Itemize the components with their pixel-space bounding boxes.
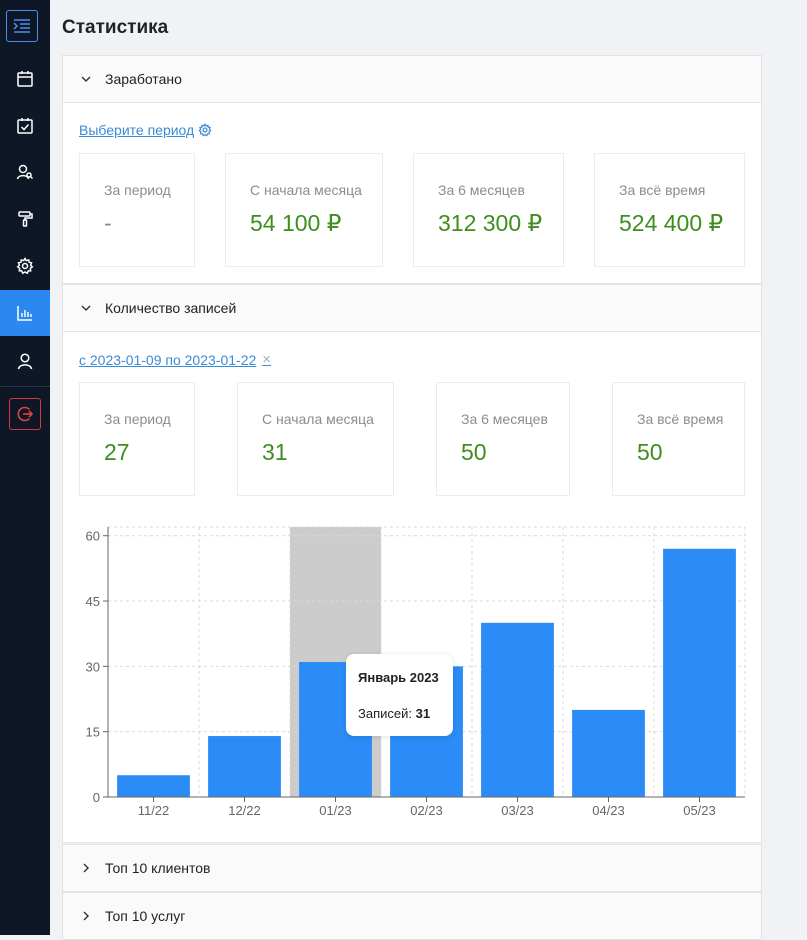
bar-chart-icon xyxy=(17,306,32,321)
stat-label: За период xyxy=(104,182,171,198)
sidebar xyxy=(0,0,50,935)
menu-toggle-button[interactable] xyxy=(6,10,38,42)
sidebar-item-appointments[interactable] xyxy=(0,103,50,149)
stat-value: 31 xyxy=(262,439,288,465)
stat-label: За период xyxy=(104,411,171,427)
main-content: Статистика Заработано Выберите период За… xyxy=(50,0,807,940)
chart-x-tick-label: 05/23 xyxy=(683,803,716,818)
panel-header-records[interactable]: Количество записей xyxy=(62,284,762,332)
chart-bar xyxy=(663,548,736,797)
tooltip-title: Январь 2023 xyxy=(358,670,439,685)
chart-y-tick-label: 45 xyxy=(86,594,100,609)
sidebar-item-calendar[interactable] xyxy=(0,56,50,102)
date-range-link[interactable]: с 2023-01-09 по 2023-01-22 × xyxy=(79,351,271,368)
chart-x-tick-label: 04/23 xyxy=(592,803,625,818)
stat-label: За 6 месяцев xyxy=(438,182,525,198)
stat-label: За всё время xyxy=(637,411,724,427)
tooltip-line: Записей: 31 xyxy=(358,706,430,721)
calendar-icon xyxy=(17,71,33,87)
panel-title: Количество записей xyxy=(105,300,237,316)
sidebar-item-profile[interactable] xyxy=(0,338,50,384)
records-bar-chart: 0 15 30 45 60 11/22 12/22 01/23 02/23 03/23 04/23 0… xyxy=(86,526,746,818)
select-period-link[interactable]: Выберите период xyxy=(79,122,212,138)
chart-bar xyxy=(208,736,281,797)
stat-label: С начала месяца xyxy=(250,182,362,198)
stat-value: 50 xyxy=(637,439,663,465)
user-icon xyxy=(17,353,33,370)
stat-card-all-time: За всё время 50 xyxy=(612,382,745,496)
stat-value: 524 400 ₽ xyxy=(619,210,724,236)
chevron-down-icon xyxy=(79,72,93,86)
chart-y-tick-label: 0 xyxy=(93,790,100,805)
sidebar-item-statistics[interactable] xyxy=(0,290,50,336)
chevron-right-icon xyxy=(79,909,93,923)
chart-y-tick-label: 15 xyxy=(86,725,100,740)
sidebar-divider xyxy=(0,386,50,387)
panel-title: Заработано xyxy=(105,71,182,87)
panel-body-earned: Выберите период За период - С начала мес… xyxy=(62,103,762,284)
stat-card-6-months: За 6 месяцев 312 300 ₽ xyxy=(413,153,564,267)
stat-value: 312 300 ₽ xyxy=(438,210,543,236)
chart-x-tick-label: 03/23 xyxy=(501,803,534,818)
panel-header-top-services[interactable]: Топ 10 услуг xyxy=(62,892,762,940)
stat-card-month: С начала месяца 31 xyxy=(237,382,394,496)
stat-label: За всё время xyxy=(619,182,706,198)
sidebar-item-settings[interactable] xyxy=(0,243,50,289)
gear-icon xyxy=(16,257,34,275)
clear-range-icon[interactable]: × xyxy=(262,351,272,368)
chart-x-tick-label: 12/22 xyxy=(228,803,261,818)
stat-value: 27 xyxy=(104,439,130,465)
sidebar-item-clients[interactable] xyxy=(0,149,50,195)
sidebar-item-services[interactable] xyxy=(0,196,50,242)
stat-label: За 6 месяцев xyxy=(461,411,548,427)
tooltip-label: Записей: xyxy=(358,706,412,721)
stat-card-period: За период 27 xyxy=(79,382,195,496)
chart-bar xyxy=(572,709,645,797)
stat-card-month: С начала месяца 54 100 ₽ xyxy=(225,153,383,267)
logout-button[interactable] xyxy=(9,398,41,430)
gear-icon xyxy=(198,123,212,137)
users-icon xyxy=(16,164,34,180)
stat-card-6-months: За 6 месяцев 50 xyxy=(436,382,570,496)
page-title: Статистика xyxy=(62,17,169,38)
panel-title: Топ 10 клиентов xyxy=(105,860,211,876)
chevron-right-icon xyxy=(79,861,93,875)
logout-icon xyxy=(17,406,34,422)
panel-header-top-clients[interactable]: Топ 10 клиентов xyxy=(62,844,762,892)
chart-tooltip: Январь 2023 Записей: 31 xyxy=(346,654,453,736)
chart-x-tick-label: 02/23 xyxy=(410,803,443,818)
chart-x-tick-label: 01/23 xyxy=(319,803,352,818)
stat-card-all-time: За всё время 524 400 ₽ xyxy=(594,153,745,267)
chart-bar xyxy=(481,622,554,797)
stat-label: С начала месяца xyxy=(262,411,374,427)
menu-indent-icon xyxy=(13,19,30,33)
select-period-label: Выберите период xyxy=(79,122,195,138)
paint-roller-icon xyxy=(18,211,33,227)
stat-value: 54 100 ₽ xyxy=(250,210,342,236)
stat-card-period: За период - xyxy=(79,153,195,267)
calendar-check-icon xyxy=(17,118,33,134)
panel-header-earned[interactable]: Заработано xyxy=(62,55,762,103)
chevron-down-icon xyxy=(79,301,93,315)
chart-bar xyxy=(117,775,190,797)
stat-value: 50 xyxy=(461,439,487,465)
tooltip-value: 31 xyxy=(415,706,431,721)
chart-y-tick-label: 30 xyxy=(86,659,100,674)
panel-title: Топ 10 услуг xyxy=(105,908,186,924)
chart-x-tick-label: 11/22 xyxy=(138,803,170,818)
stat-value: - xyxy=(104,210,112,236)
date-range-label: с 2023-01-09 по 2023-01-22 xyxy=(79,351,257,368)
chart-y-tick-label: 60 xyxy=(86,529,100,544)
